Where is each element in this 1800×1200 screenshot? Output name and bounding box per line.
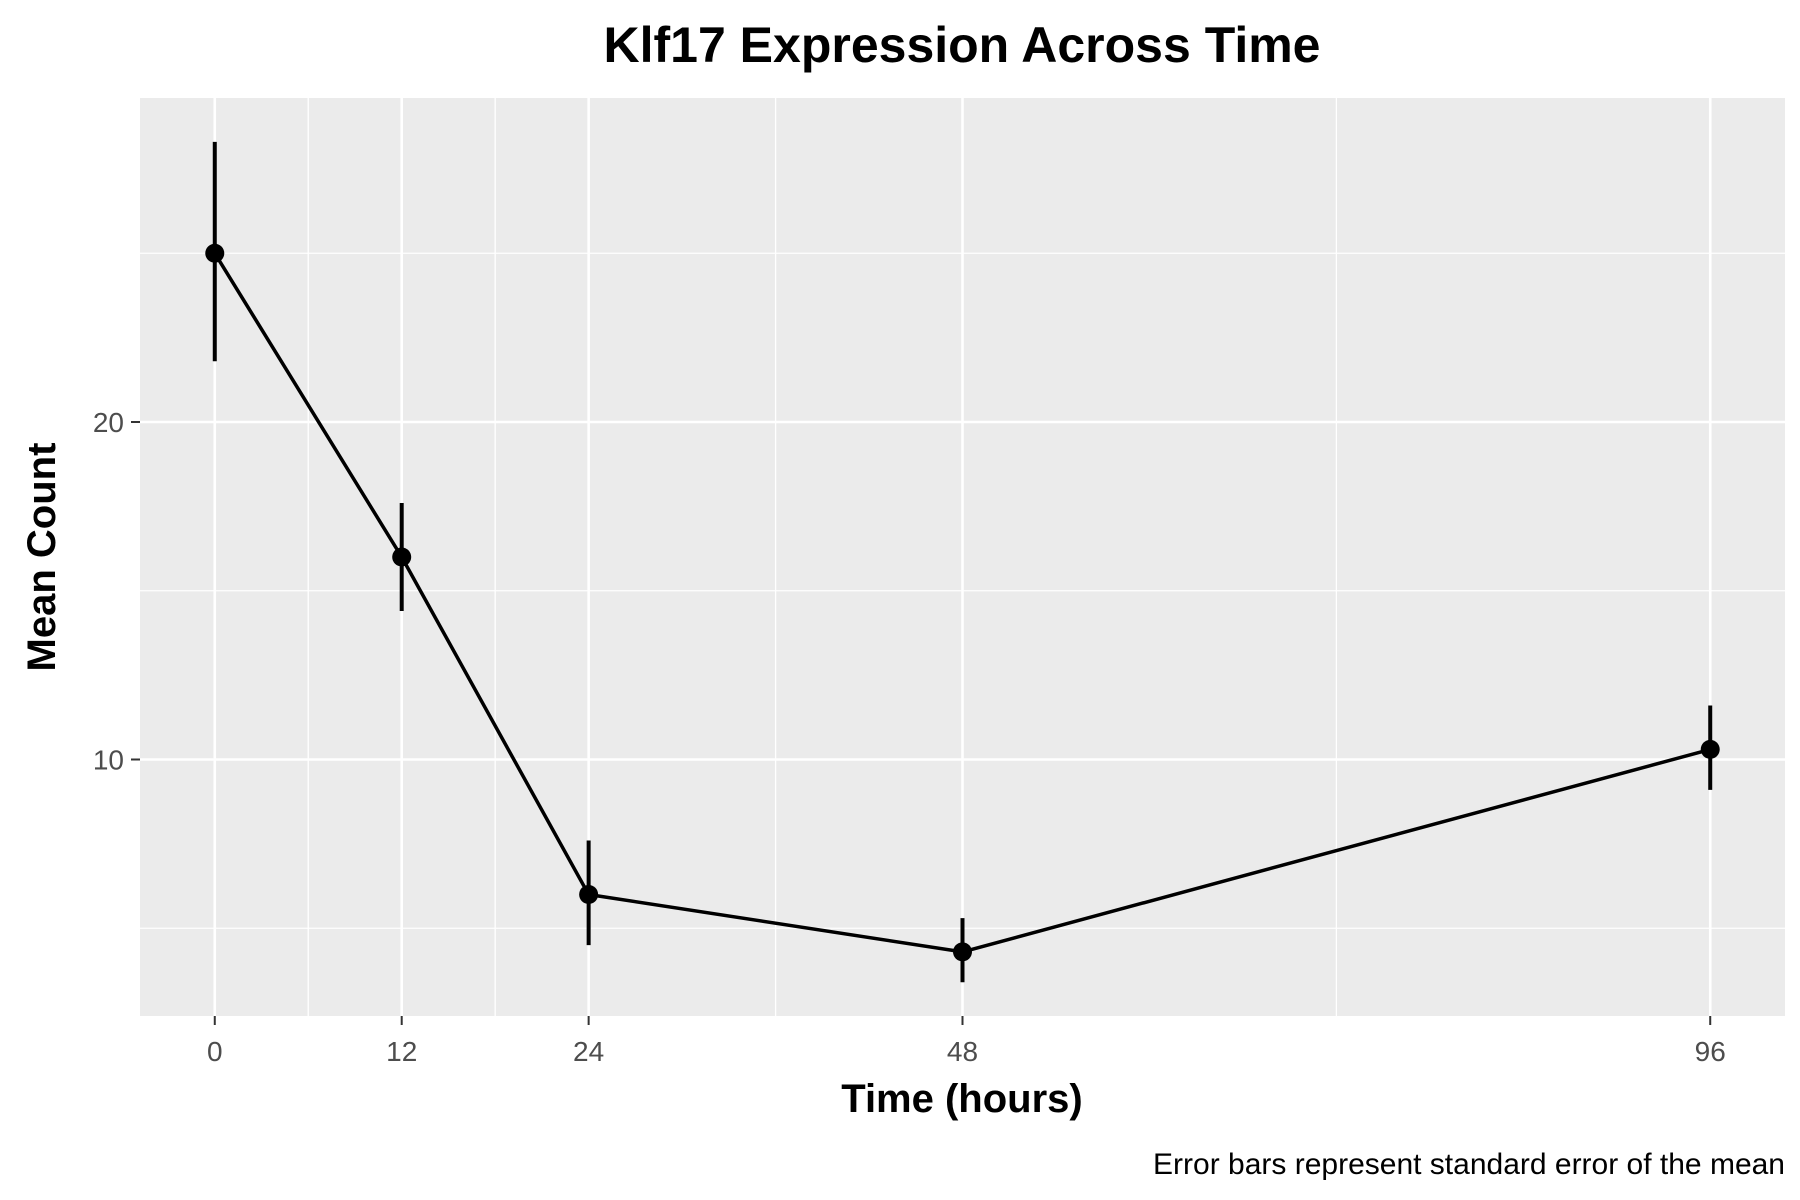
y-tick-label: 10 — [93, 745, 124, 776]
data-point — [953, 942, 972, 962]
data-point — [205, 243, 225, 263]
data-points — [205, 243, 1720, 962]
data-point — [1700, 739, 1720, 759]
y-axis-title: Mean Count — [20, 443, 64, 672]
x-tick-label: 48 — [947, 1036, 978, 1067]
x-tick-label: 96 — [1695, 1036, 1726, 1067]
y-axis: 10 20 — [93, 407, 140, 776]
data-point — [579, 885, 599, 904]
x-tick-label: 12 — [386, 1036, 417, 1067]
x-tick-label: 0 — [207, 1036, 223, 1067]
chart-title: Klf17 Expression Across Time — [604, 17, 1321, 73]
x-axis-title: Time (hours) — [841, 1077, 1083, 1121]
chart-caption: Error bars represent standard error of t… — [1153, 1148, 1785, 1181]
x-axis: 0 12 24 48 96 — [207, 1016, 1726, 1067]
x-tick-label: 24 — [573, 1036, 604, 1067]
y-tick-label: 20 — [93, 407, 124, 438]
data-point — [392, 547, 412, 567]
